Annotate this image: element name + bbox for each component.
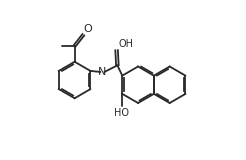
Text: N: N <box>98 68 107 77</box>
Text: HO: HO <box>114 108 129 118</box>
Text: OH: OH <box>119 40 134 49</box>
Text: O: O <box>84 24 92 34</box>
